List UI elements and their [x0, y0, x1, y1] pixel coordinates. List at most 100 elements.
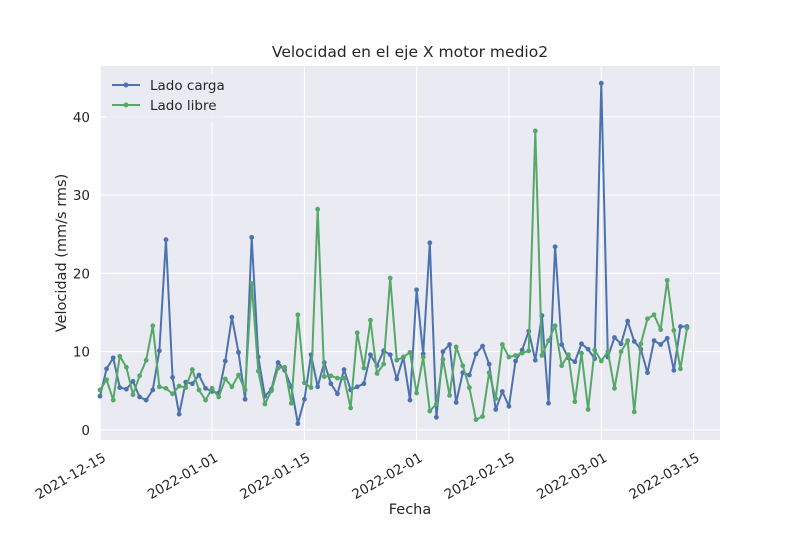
data-point-lado-carga	[658, 342, 664, 347]
data-point-lado-libre	[651, 312, 657, 318]
data-point-lado-libre	[605, 349, 611, 354]
data-point-lado-carga	[203, 385, 208, 391]
data-point-lado-carga	[354, 384, 360, 390]
data-point-lado-carga	[387, 352, 393, 358]
data-point-lado-libre	[156, 384, 162, 390]
data-point-lado-libre	[519, 350, 525, 356]
data-point-lado-carga	[645, 370, 650, 376]
data-point-lado-carga	[143, 397, 149, 403]
data-point-lado-libre	[262, 401, 268, 407]
data-point-lado-carga	[104, 366, 109, 372]
data-point-lado-libre	[209, 385, 215, 391]
data-point-lado-carga	[117, 385, 123, 390]
data-point-lado-carga	[156, 348, 162, 354]
data-point-lado-libre	[189, 367, 195, 372]
data-point-lado-libre	[328, 373, 334, 379]
data-point-lado-carga	[513, 358, 518, 364]
data-point-lado-carga	[302, 396, 307, 402]
data-point-lado-carga	[651, 338, 657, 344]
data-point-lado-carga	[335, 391, 340, 397]
data-point-lado-libre	[196, 387, 202, 393]
data-point-lado-libre	[97, 387, 103, 393]
data-point-lado-libre	[236, 372, 241, 378]
data-point-lado-libre	[288, 400, 294, 406]
data-point-lado-carga	[242, 396, 248, 402]
data-point-lado-libre	[579, 350, 584, 356]
data-point-lado-libre	[216, 394, 222, 400]
data-point-lado-carga	[466, 372, 472, 378]
legend-label-lado-libre: Lado libre	[150, 98, 217, 114]
data-point-lado-carga	[394, 376, 400, 382]
data-point-lado-libre	[506, 354, 512, 360]
data-point-lado-libre	[117, 353, 123, 359]
data-point-lado-libre	[433, 401, 439, 407]
data-point-lado-carga	[196, 372, 202, 378]
data-point-lado-libre	[183, 385, 189, 390]
series-layer	[97, 80, 690, 426]
data-point-lado-carga	[671, 367, 677, 373]
data-point-lado-libre	[302, 380, 307, 386]
data-point-lado-libre	[401, 354, 406, 360]
legend-label-lado-carga: Lado carga	[150, 78, 225, 94]
data-point-lado-libre	[348, 405, 354, 411]
data-point-lado-libre	[658, 327, 664, 333]
data-point-lado-carga	[447, 342, 452, 347]
data-point-lado-carga	[631, 339, 637, 344]
y-tick-label: 30	[73, 188, 90, 204]
data-point-lado-libre	[486, 370, 492, 376]
data-point-lado-carga	[440, 349, 446, 354]
data-point-lado-carga	[189, 381, 195, 387]
data-point-lado-carga	[618, 341, 624, 347]
y-axis-label: Velocidad (mm/s rms)	[54, 174, 70, 333]
data-point-lado-libre	[255, 368, 261, 374]
data-point-lado-libre	[374, 371, 380, 376]
data-point-lado-libre	[104, 377, 109, 383]
data-point-lado-carga	[341, 367, 347, 372]
data-point-lado-libre	[539, 353, 545, 358]
data-point-lado-libre	[387, 275, 393, 281]
data-point-lado-libre	[130, 392, 136, 398]
data-point-lado-carga	[480, 343, 485, 349]
data-point-lado-carga	[130, 378, 136, 384]
data-point-lado-carga	[275, 360, 281, 365]
data-point-lado-carga	[433, 414, 439, 420]
data-point-lado-libre	[598, 358, 604, 364]
data-point-lado-carga	[229, 314, 235, 320]
data-point-lado-libre	[143, 357, 149, 363]
data-point-lado-carga	[295, 421, 301, 426]
data-point-lado-carga	[150, 387, 156, 393]
data-point-lado-libre	[453, 344, 459, 350]
data-point-lado-carga	[236, 349, 241, 355]
data-point-lado-libre	[282, 364, 288, 370]
data-point-lado-libre	[368, 317, 373, 323]
data-point-lado-carga	[368, 352, 373, 358]
data-point-lado-libre	[170, 391, 175, 397]
data-point-lado-libre	[493, 396, 499, 401]
data-point-lado-libre	[229, 384, 235, 390]
data-point-lado-carga	[678, 324, 683, 329]
data-point-lado-libre	[440, 357, 446, 362]
data-point-lado-libre	[532, 128, 538, 134]
data-point-lado-libre	[295, 312, 301, 318]
data-point-lado-libre	[203, 397, 208, 403]
data-point-lado-carga	[625, 318, 631, 324]
data-point-lado-libre	[638, 341, 644, 347]
data-point-lado-carga	[427, 240, 433, 246]
data-point-lado-libre	[480, 414, 485, 419]
data-point-lado-carga	[486, 361, 492, 367]
data-point-lado-carga	[585, 346, 591, 352]
data-point-lado-carga	[328, 381, 334, 387]
x-axis-label: Fecha	[389, 502, 432, 518]
data-point-lado-libre	[123, 364, 129, 370]
data-point-lado-libre	[612, 385, 617, 391]
data-point-lado-libre	[546, 338, 551, 344]
data-point-lado-carga	[170, 375, 175, 380]
data-point-lado-libre	[664, 277, 670, 283]
data-point-lado-libre	[137, 373, 142, 379]
data-point-lado-carga	[612, 335, 617, 340]
data-point-lado-libre	[559, 363, 565, 369]
legend: Lado carga Lado libre	[106, 73, 225, 121]
data-point-lado-carga	[123, 386, 129, 392]
data-point-lado-libre	[473, 417, 479, 423]
data-point-lado-carga	[110, 355, 116, 361]
